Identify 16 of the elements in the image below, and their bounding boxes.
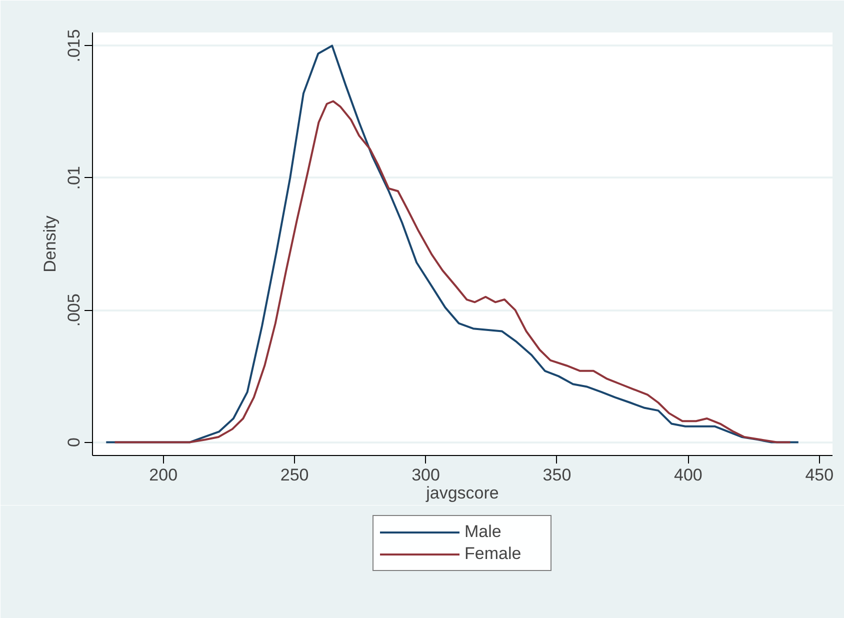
line-series: [105, 44, 800, 444]
line-series: [114, 100, 792, 444]
x-tick-label: 450: [805, 466, 834, 484]
x-tick-label: 250: [280, 466, 309, 484]
x-tick-label: 400: [674, 466, 702, 484]
legend-label: Female: [464, 544, 522, 564]
y-axis-title: Density: [40, 215, 60, 272]
x-tick-label: 350: [542, 466, 572, 484]
legend-label: Male: [464, 522, 502, 542]
y-tick-label: .005: [64, 294, 84, 327]
y-tick-label: .01: [64, 166, 84, 190]
x-axis-title: javgscore: [425, 484, 499, 502]
x-tick-label: 200: [149, 466, 178, 484]
x-tick-label: 300: [412, 466, 440, 484]
y-tick-label: .015: [64, 29, 84, 62]
y-tick-label: 0: [64, 438, 84, 448]
